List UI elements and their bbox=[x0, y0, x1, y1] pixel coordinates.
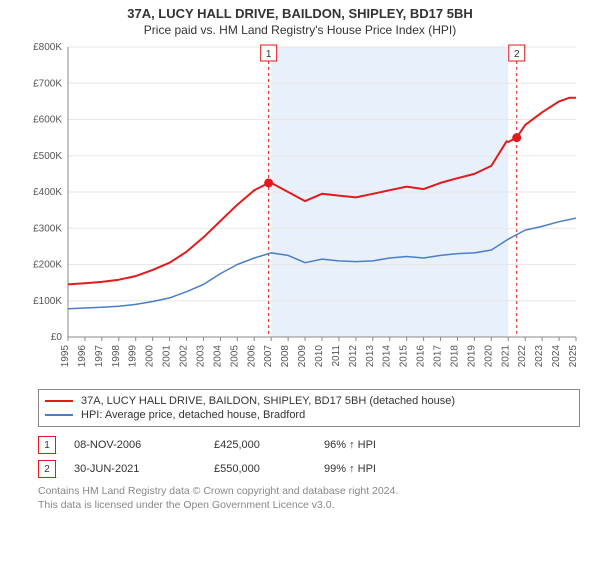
svg-text:£700K: £700K bbox=[33, 78, 62, 89]
chart-title: 37A, LUCY HALL DRIVE, BAILDON, SHIPLEY, … bbox=[0, 6, 600, 21]
marker-pct: 96% ↑ HPI bbox=[324, 439, 414, 451]
chart-container: 37A, LUCY HALL DRIVE, BAILDON, SHIPLEY, … bbox=[0, 6, 600, 566]
svg-text:1: 1 bbox=[266, 49, 272, 60]
svg-text:2000: 2000 bbox=[145, 345, 156, 368]
svg-text:2016: 2016 bbox=[416, 345, 427, 368]
svg-text:2015: 2015 bbox=[399, 345, 410, 368]
svg-text:2005: 2005 bbox=[229, 345, 240, 368]
marker-number-box: 1 bbox=[38, 436, 56, 454]
svg-text:2002: 2002 bbox=[179, 345, 190, 368]
footnote-line: This data is licensed under the Open Gov… bbox=[38, 499, 580, 513]
marker-pct: 99% ↑ HPI bbox=[324, 463, 414, 475]
svg-text:1996: 1996 bbox=[77, 345, 88, 368]
legend-label: 37A, LUCY HALL DRIVE, BAILDON, SHIPLEY, … bbox=[81, 395, 455, 407]
legend-label: HPI: Average price, detached house, Brad… bbox=[81, 409, 305, 421]
marker-row: 2 30-JUN-2021 £550,000 99% ↑ HPI bbox=[38, 457, 580, 481]
svg-text:2006: 2006 bbox=[246, 345, 257, 368]
marker-table: 1 08-NOV-2006 £425,000 96% ↑ HPI 2 30-JU… bbox=[38, 433, 580, 481]
legend-swatch bbox=[45, 414, 73, 416]
svg-text:2: 2 bbox=[514, 49, 520, 60]
svg-text:£600K: £600K bbox=[33, 115, 62, 126]
svg-text:2019: 2019 bbox=[466, 345, 477, 368]
svg-text:2022: 2022 bbox=[517, 345, 528, 368]
svg-text:2013: 2013 bbox=[365, 345, 376, 368]
legend-swatch bbox=[45, 400, 73, 402]
svg-text:2024: 2024 bbox=[551, 345, 562, 368]
svg-text:1995: 1995 bbox=[60, 345, 71, 368]
svg-text:£200K: £200K bbox=[33, 260, 62, 271]
svg-text:2012: 2012 bbox=[348, 345, 359, 368]
svg-text:2004: 2004 bbox=[212, 345, 223, 368]
svg-text:2020: 2020 bbox=[483, 345, 494, 368]
svg-text:2007: 2007 bbox=[263, 345, 274, 368]
svg-text:2003: 2003 bbox=[195, 345, 206, 368]
svg-text:£0: £0 bbox=[51, 332, 63, 343]
marker-row: 1 08-NOV-2006 £425,000 96% ↑ HPI bbox=[38, 433, 580, 457]
svg-text:2014: 2014 bbox=[382, 345, 393, 368]
svg-text:£100K: £100K bbox=[33, 296, 62, 307]
marker-price: £550,000 bbox=[214, 463, 324, 475]
legend-box: 37A, LUCY HALL DRIVE, BAILDON, SHIPLEY, … bbox=[38, 389, 580, 427]
svg-text:2011: 2011 bbox=[331, 345, 342, 367]
svg-text:2010: 2010 bbox=[314, 345, 325, 368]
chart-subtitle: Price paid vs. HM Land Registry's House … bbox=[0, 23, 600, 37]
svg-text:2009: 2009 bbox=[297, 345, 308, 368]
svg-text:£800K: £800K bbox=[33, 42, 62, 53]
svg-text:£300K: £300K bbox=[33, 223, 62, 234]
marker-number-box: 2 bbox=[38, 460, 56, 478]
svg-text:2001: 2001 bbox=[162, 345, 173, 368]
marker-date: 30-JUN-2021 bbox=[74, 463, 214, 475]
svg-text:2023: 2023 bbox=[534, 345, 545, 368]
footnote-line: Contains HM Land Registry data © Crown c… bbox=[38, 485, 580, 499]
chart-svg: £0 £100K £200K £300K £400K £500K £600K £700K £80… bbox=[20, 41, 580, 381]
svg-text:2021: 2021 bbox=[500, 345, 511, 368]
svg-text:2018: 2018 bbox=[449, 345, 460, 368]
svg-text:1998: 1998 bbox=[111, 345, 122, 368]
svg-text:2025: 2025 bbox=[568, 345, 579, 368]
svg-text:£400K: £400K bbox=[33, 187, 62, 198]
svg-text:£500K: £500K bbox=[33, 151, 62, 162]
footnote: Contains HM Land Registry data © Crown c… bbox=[38, 485, 580, 512]
svg-text:1999: 1999 bbox=[128, 345, 139, 368]
legend-row: HPI: Average price, detached house, Brad… bbox=[45, 408, 573, 422]
svg-text:2017: 2017 bbox=[433, 345, 444, 368]
marker-price: £425,000 bbox=[214, 439, 324, 451]
marker-date: 08-NOV-2006 bbox=[74, 439, 214, 451]
legend-row: 37A, LUCY HALL DRIVE, BAILDON, SHIPLEY, … bbox=[45, 394, 573, 408]
chart-area: £0 £100K £200K £300K £400K £500K £600K £700K £80… bbox=[20, 41, 580, 381]
svg-text:1997: 1997 bbox=[94, 345, 105, 368]
svg-text:2008: 2008 bbox=[280, 345, 291, 368]
